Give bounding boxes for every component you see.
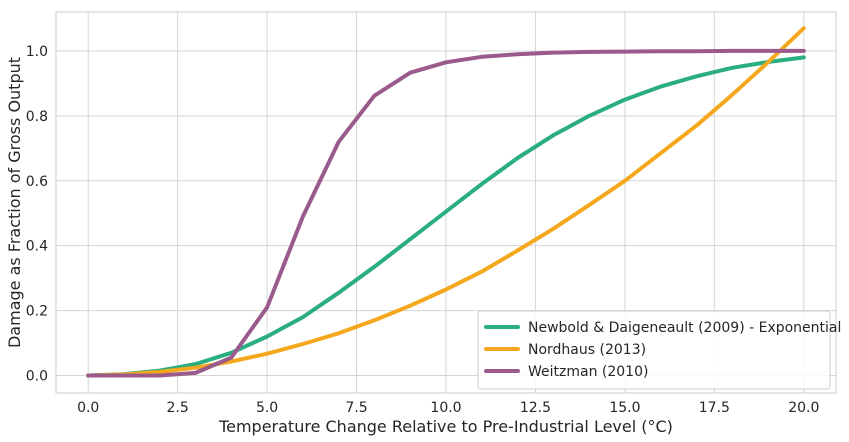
series-line-1 — [86, 55, 806, 378]
y-axis-label: Damage as Fraction of Gross Output — [5, 57, 24, 348]
x-tick-label: 5.0 — [256, 400, 278, 416]
legend: Newbold & Daigeneault (2009) - Exponenti… — [477, 310, 841, 390]
y-tick-label: 0.4 — [26, 239, 48, 255]
y-tick-label: 1.0 — [26, 44, 48, 60]
x-tick-label: 2.5 — [167, 400, 189, 416]
plot-area — [55, 11, 837, 394]
x-tick-label: 12.5 — [520, 400, 551, 416]
x-tick-label: 7.5 — [345, 400, 367, 416]
y-tick-label: 0.8 — [26, 109, 48, 125]
y-tick-label: 0.2 — [26, 304, 48, 320]
legend-entry: Nordhaus (2013) — [528, 342, 646, 358]
tick-labels: 0.0 2.5 5.0 7.5 10.0 12.5 15.0 17.5 20.0 0.0 0.2 0.… — [26, 44, 820, 416]
x-tick-label: 0.0 — [77, 400, 99, 416]
x-tick-label: 15.0 — [609, 400, 640, 416]
legend-entry: Weitzman (2010) — [528, 364, 648, 380]
x-tick-label: 20.0 — [788, 400, 819, 416]
y-tick-label: 0.0 — [26, 368, 48, 384]
y-tick-label: 0.6 — [26, 174, 48, 190]
x-tick-label: 10.0 — [430, 400, 461, 416]
legend-box — [477, 310, 831, 390]
series-line-3 — [86, 48, 806, 378]
legend-entry: Newbold & Daigeneault (2009) - Exponenti… — [528, 320, 841, 336]
x-tick-label: 17.5 — [699, 400, 730, 416]
series-lines — [86, 26, 806, 378]
x-axis-label: Temperature Change Relative to Pre-Indus… — [218, 417, 673, 436]
